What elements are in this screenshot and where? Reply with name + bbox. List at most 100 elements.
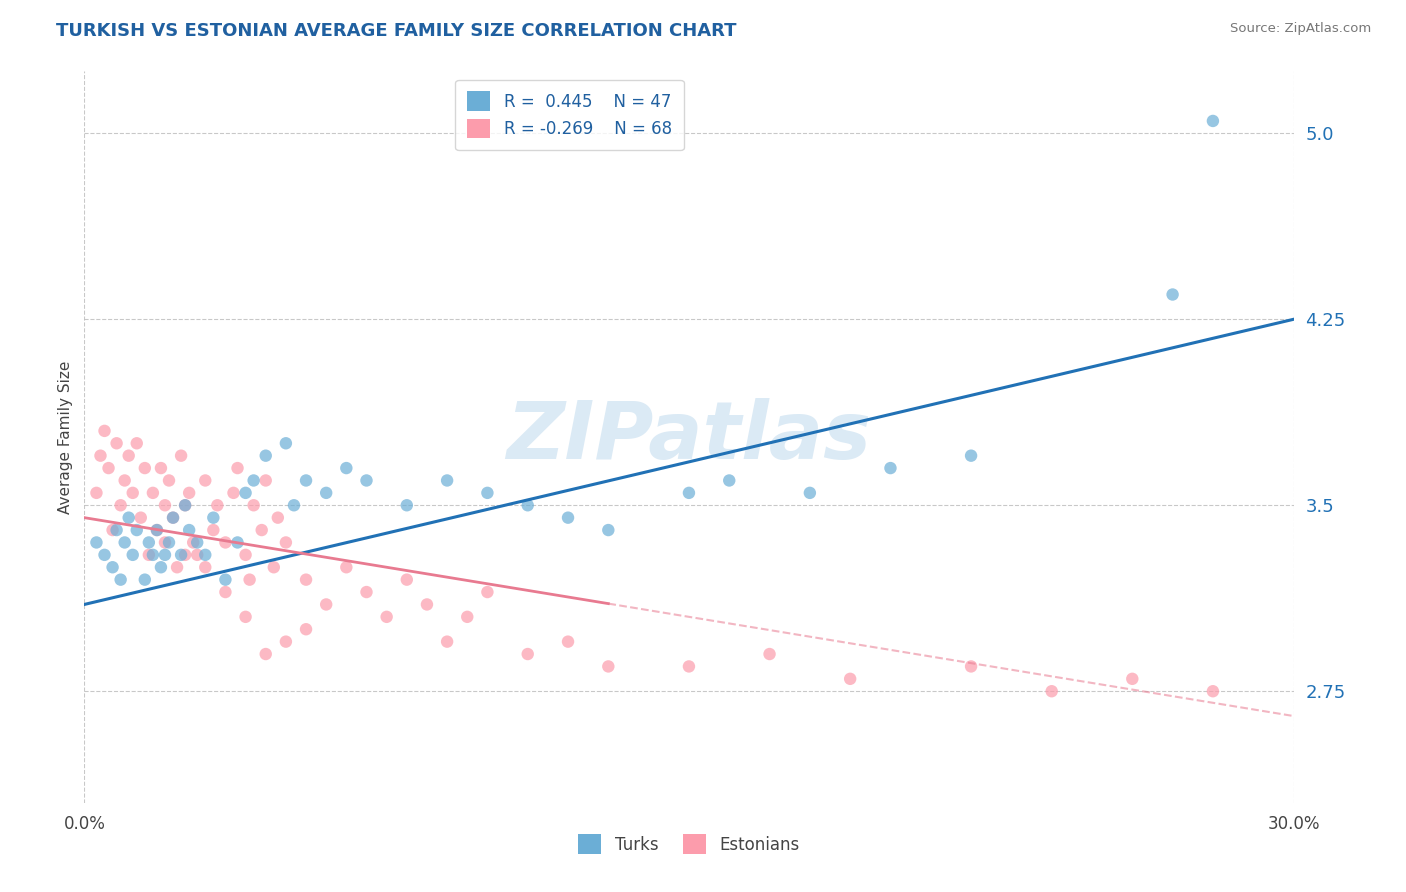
Point: [114, 535, 136, 549]
Point: [960, 449, 983, 463]
Point: [678, 486, 700, 500]
Point: [557, 510, 579, 524]
Point: [105, 523, 128, 537]
Point: [149, 461, 172, 475]
Point: [153, 535, 176, 549]
Point: [194, 548, 217, 562]
Point: [242, 474, 264, 488]
Point: [134, 573, 156, 587]
Text: ZIPatlas: ZIPatlas: [506, 398, 872, 476]
Point: [166, 560, 188, 574]
Point: [254, 474, 277, 488]
Point: [202, 510, 225, 524]
Point: [170, 449, 193, 463]
Point: [799, 486, 821, 500]
Point: [105, 436, 128, 450]
Point: [153, 498, 176, 512]
Point: [149, 560, 172, 574]
Point: [142, 548, 165, 562]
Point: [250, 523, 273, 537]
Point: [125, 436, 148, 450]
Point: [179, 523, 201, 537]
Legend: Turks, Estonians: Turks, Estonians: [571, 828, 807, 860]
Point: [598, 659, 620, 673]
Point: [456, 610, 478, 624]
Point: [146, 523, 169, 537]
Point: [335, 560, 357, 574]
Point: [242, 498, 264, 512]
Point: [315, 598, 337, 612]
Point: [1040, 684, 1063, 698]
Point: [142, 486, 165, 500]
Point: [395, 498, 418, 512]
Point: [93, 548, 115, 562]
Point: [315, 486, 337, 500]
Point: [879, 461, 901, 475]
Point: [114, 474, 136, 488]
Point: [162, 510, 184, 524]
Point: [375, 610, 398, 624]
Point: [86, 535, 108, 549]
Point: [839, 672, 862, 686]
Point: [477, 486, 499, 500]
Point: [557, 634, 579, 648]
Point: [93, 424, 115, 438]
Point: [129, 510, 152, 524]
Point: [174, 498, 197, 512]
Point: [202, 523, 225, 537]
Point: [235, 486, 257, 500]
Point: [125, 523, 148, 537]
Point: [436, 474, 458, 488]
Point: [718, 474, 741, 488]
Point: [254, 449, 277, 463]
Point: [179, 486, 201, 500]
Point: [295, 573, 318, 587]
Point: [1121, 672, 1143, 686]
Point: [222, 486, 245, 500]
Point: [226, 461, 249, 475]
Point: [214, 585, 236, 599]
Point: [335, 461, 357, 475]
Y-axis label: Average Family Size: Average Family Size: [58, 360, 73, 514]
Point: [1161, 287, 1184, 301]
Point: [110, 498, 132, 512]
Point: [295, 622, 318, 636]
Point: [89, 449, 111, 463]
Point: [181, 535, 204, 549]
Point: [138, 535, 160, 549]
Point: [186, 535, 208, 549]
Point: [214, 535, 236, 549]
Point: [86, 486, 108, 500]
Point: [477, 585, 499, 599]
Point: [138, 548, 160, 562]
Point: [235, 610, 257, 624]
Point: [239, 573, 262, 587]
Point: [101, 560, 124, 574]
Point: [97, 461, 120, 475]
Point: [516, 647, 538, 661]
Point: [207, 498, 229, 512]
Point: [598, 523, 620, 537]
Point: [254, 647, 277, 661]
Text: Source: ZipAtlas.com: Source: ZipAtlas.com: [1230, 22, 1371, 36]
Point: [678, 659, 700, 673]
Point: [416, 598, 439, 612]
Point: [274, 436, 297, 450]
Point: [283, 498, 305, 512]
Point: [235, 548, 257, 562]
Point: [121, 548, 143, 562]
Point: [174, 498, 197, 512]
Text: TURKISH VS ESTONIAN AVERAGE FAMILY SIZE CORRELATION CHART: TURKISH VS ESTONIAN AVERAGE FAMILY SIZE …: [56, 22, 737, 40]
Point: [214, 573, 236, 587]
Point: [170, 548, 193, 562]
Point: [186, 548, 208, 562]
Point: [194, 474, 217, 488]
Point: [118, 449, 141, 463]
Point: [1202, 684, 1225, 698]
Point: [157, 535, 180, 549]
Point: [146, 523, 169, 537]
Point: [263, 560, 285, 574]
Point: [121, 486, 143, 500]
Point: [758, 647, 780, 661]
Point: [356, 474, 378, 488]
